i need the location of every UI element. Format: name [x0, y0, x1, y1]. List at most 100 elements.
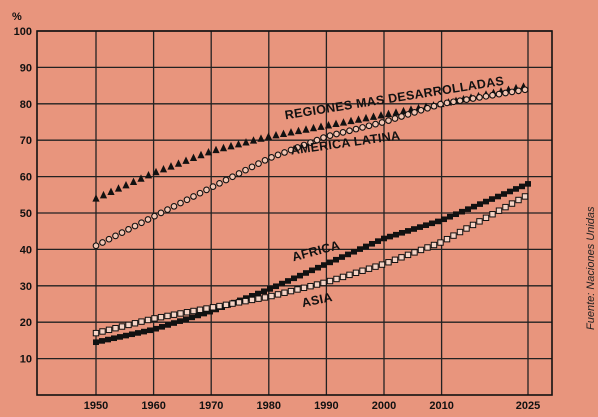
series-1-marker-22 [235, 170, 243, 177]
series-3-marker-48 [404, 251, 412, 259]
series-2-marker-17 [195, 312, 201, 319]
series-0-marker-30 [317, 122, 325, 130]
series-3-marker-56 [456, 228, 464, 236]
series-0-marker-4 [122, 180, 130, 189]
series-3-marker-37 [333, 275, 340, 283]
series-3-marker-3 [112, 324, 119, 332]
series-1-marker-2 [105, 235, 113, 243]
series-2-marker-47 [375, 238, 381, 244]
series-2-marker-11 [159, 324, 165, 330]
series-2-marker-33 [291, 275, 297, 282]
y-tick-label-50: 50 [20, 208, 32, 220]
series-1-marker-7 [138, 219, 145, 227]
series-1-marker-52 [430, 102, 438, 110]
series-2-markers [93, 181, 531, 346]
series-3-marker-64 [508, 200, 516, 207]
y-tick-label-40: 40 [20, 244, 32, 256]
series-3-marker-25 [255, 295, 262, 302]
series-1-marker-10 [157, 209, 165, 217]
series-1-marker-20 [222, 176, 230, 184]
series-0-marker-8 [152, 167, 160, 176]
series-1-marker-66 [521, 86, 529, 94]
series-3-marker-15 [190, 307, 197, 315]
series-1-marker-40 [352, 125, 360, 133]
series-1-marker-34 [313, 136, 321, 144]
series-1-marker-12 [170, 202, 178, 210]
series-3-marker-61 [489, 211, 496, 218]
series-3-marker-29 [281, 289, 288, 296]
x-tick-label-1970: 1970 [199, 400, 223, 412]
series-3-marker-46 [391, 256, 399, 263]
series-1-marker-54 [443, 99, 451, 107]
series-0-marker-19 [234, 140, 243, 148]
series-2-marker-72 [525, 181, 531, 187]
series-1-marker-51 [424, 104, 431, 112]
series-3-marker-11 [164, 312, 171, 320]
series-2-marker-42 [345, 251, 351, 258]
series-0-marker-22 [257, 134, 265, 142]
series-1-marker-57 [463, 96, 470, 103]
series-0-marker-33 [339, 118, 348, 126]
series-1-marker-23 [242, 166, 249, 174]
series-3-marker-47 [398, 254, 405, 261]
series-0-marker-5 [129, 177, 138, 186]
series-0-marker-23 [264, 132, 273, 140]
series-0-marker-25 [279, 129, 288, 137]
series-1-marker-42 [365, 122, 373, 130]
series-2-marker-67 [495, 193, 501, 200]
x-tick-label-2010: 2010 [429, 400, 453, 412]
series-1-markers [92, 86, 529, 250]
series-2-marker-39 [327, 259, 333, 266]
series-1-marker-35 [320, 134, 327, 142]
series-1-marker-0 [92, 242, 100, 250]
series-2-marker-53 [411, 226, 417, 232]
series-2-marker-60 [453, 211, 459, 218]
series-0-marker-26 [287, 128, 295, 136]
series-3-marker-27 [268, 292, 275, 300]
series-3-marker-16 [196, 306, 204, 313]
series-2-marker-35 [303, 270, 309, 276]
series-3-marker-30 [287, 287, 295, 295]
series-3-marker-9 [151, 315, 158, 322]
series-2-marker-30 [273, 283, 279, 290]
series-1-marker-38 [339, 129, 347, 136]
series-2-marker-62 [465, 206, 471, 212]
series-3-marker-31 [294, 286, 301, 293]
series-3-marker-52 [430, 241, 438, 249]
series-2-marker-58 [441, 216, 447, 223]
series-1-marker-3 [112, 232, 119, 240]
series-1-marker-13 [177, 199, 184, 207]
series-0-marker-41 [399, 106, 408, 115]
series-2-marker-51 [399, 229, 405, 236]
y-tick-label-30: 30 [20, 281, 32, 293]
series-2-marker-16 [189, 314, 195, 321]
series-3-marker-60 [482, 214, 490, 222]
series-1-marker-28 [274, 151, 282, 159]
series-3-marker-38 [339, 273, 347, 281]
series-1-marker-59 [476, 94, 483, 101]
series-markers [92, 82, 531, 346]
series-3-marker-65 [515, 196, 522, 204]
series-1-marker-53 [437, 100, 444, 108]
series-1-marker-25 [255, 160, 262, 167]
series-0-marker-28 [302, 125, 310, 133]
series-1-marker-65 [515, 87, 522, 95]
series-0-marker-16 [212, 145, 220, 154]
series-0-marker-10 [167, 162, 175, 170]
series-3-marker-12 [170, 311, 178, 318]
series-1-marker-30 [287, 146, 295, 154]
series-0-marker-31 [324, 121, 333, 129]
series-3-marker-24 [248, 296, 256, 304]
series-1-marker-45 [385, 117, 392, 124]
series-2-marker-4 [117, 334, 123, 340]
series-2-marker-40 [333, 256, 339, 263]
series-1-marker-19 [216, 179, 223, 187]
y-tick-label-70: 70 [20, 135, 32, 147]
series-3-marker-33 [307, 282, 314, 290]
series-3-marker-19 [216, 302, 223, 310]
series-2-marker-15 [183, 316, 189, 323]
series-3-marker-41 [359, 267, 366, 274]
series-3-marker-40 [352, 269, 360, 277]
series-0-marker-2 [107, 187, 115, 196]
series-3-marker-50 [417, 246, 425, 254]
